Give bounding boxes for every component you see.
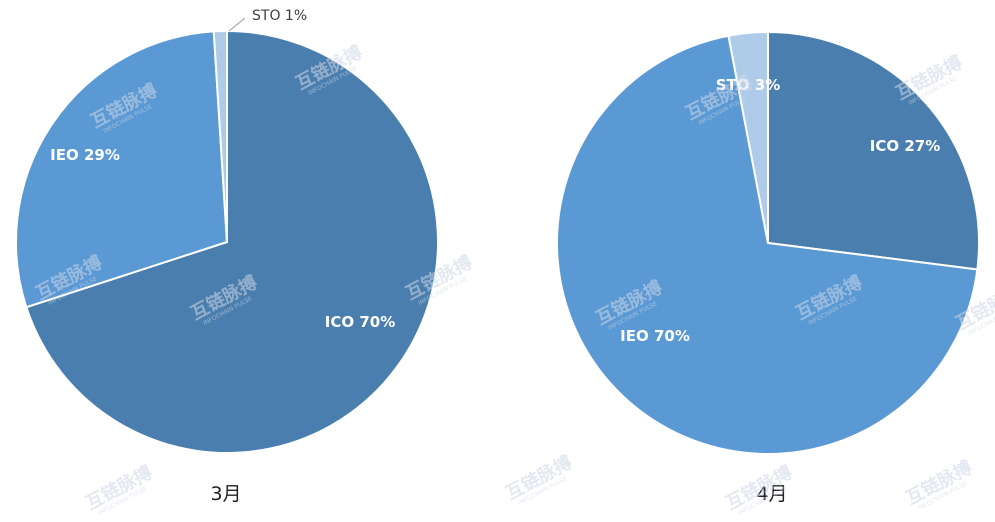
pie-slice-ico: [767, 30, 980, 271]
pie-slice-ico: [25, 29, 439, 454]
pie-chart-march: ICO 70% IEO 29% STO 1%: [15, 8, 439, 454]
pie-slice-sto: [727, 30, 769, 244]
chart-caption-april: 4月: [756, 483, 787, 505]
slice-label-ico: ICO 70%: [325, 313, 395, 331]
pie-slice-ieo: [556, 34, 979, 455]
slice-label-sto: STO 1%: [252, 8, 307, 24]
chart-caption-march: 3月: [210, 483, 241, 505]
pie-slice-sto: [212, 29, 228, 243]
slice-label-ico: ICO 27%: [870, 137, 940, 155]
slice-label-sto: STO 3%: [716, 76, 780, 94]
pie-slice-ieo: [15, 30, 229, 309]
slice-label-ieo: IEO 29%: [50, 146, 120, 164]
pie-chart-april: ICO 27% IEO 70% STO 3%: [556, 30, 980, 455]
leader-line-sto: [228, 17, 246, 32]
slice-label-ieo: IEO 70%: [620, 327, 690, 345]
